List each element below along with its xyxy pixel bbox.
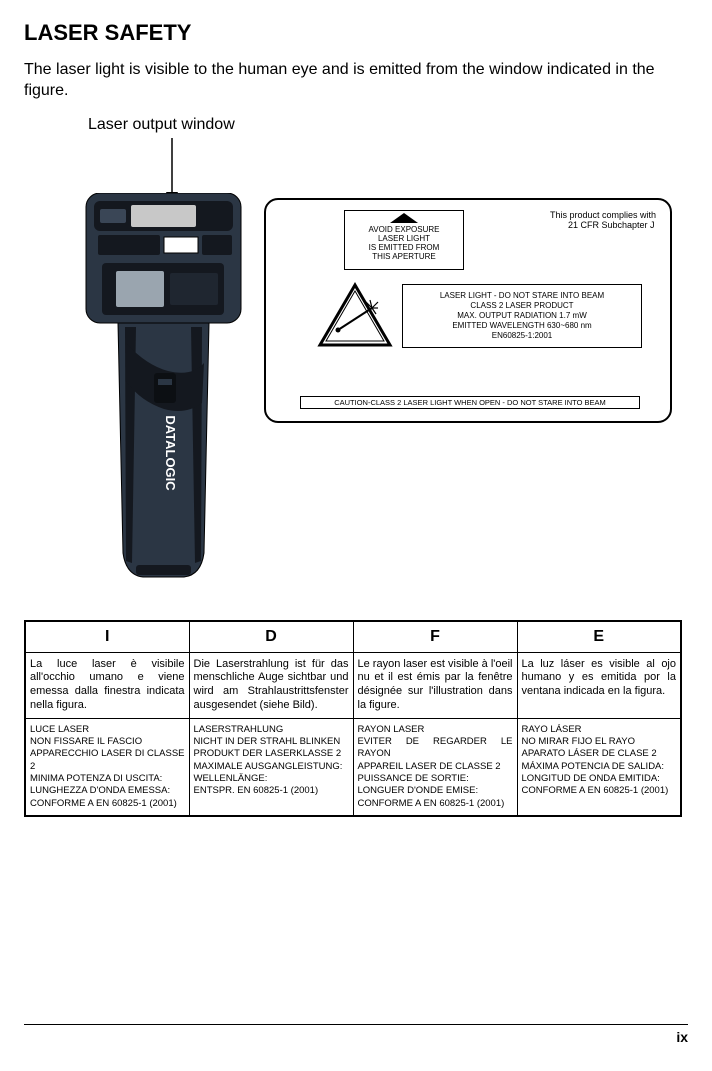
aperture-line4: THIS APERTURE bbox=[345, 252, 463, 261]
table-header-row: I D F E bbox=[25, 621, 681, 653]
cell-i-desc: La luce laser è visibile all'occhio uman… bbox=[25, 652, 189, 718]
aperture-line3: IS EMITTED FROM bbox=[345, 243, 463, 252]
caution-bar: CAUTION-CLASS 2 LASER LIGHT WHEN OPEN - … bbox=[300, 396, 640, 409]
cell-e-spec: RAYO LÁSERNO MIRAR FIJO EL RAYOAPARATO L… bbox=[517, 718, 681, 816]
laser-info-box: LASER LIGHT - DO NOT STARE INTO BEAM CLA… bbox=[402, 284, 642, 348]
figure-area: DATALOGIC This product complies with 21 … bbox=[24, 138, 684, 588]
aperture-line2: LASER LIGHT bbox=[345, 234, 463, 243]
aperture-triangle-icon bbox=[390, 213, 418, 223]
laser-info-line5: EN60825-1:2001 bbox=[407, 331, 637, 341]
cell-i-spec: LUCE LASERNON FISSARE IL FASCIOAPPARECCH… bbox=[25, 718, 189, 816]
cell-f-spec: RAYON LASEREVITER DE REGARDER LE RAYONAP… bbox=[353, 718, 517, 816]
header-e: E bbox=[517, 621, 681, 653]
device-illustration: DATALOGIC bbox=[76, 193, 251, 583]
table-row: La luce laser è visibile all'occhio uman… bbox=[25, 652, 681, 718]
compliance-line1: This product complies with bbox=[550, 210, 656, 220]
cell-e-desc: La luz láser es visible al ojo humano y … bbox=[517, 652, 681, 718]
header-f: F bbox=[353, 621, 517, 653]
laser-info-line2: CLASS 2 LASER PRODUCT bbox=[407, 301, 637, 311]
aperture-line1: AVOID EXPOSURE bbox=[345, 225, 463, 234]
laser-hazard-icon bbox=[316, 282, 394, 350]
laser-info-line1: LASER LIGHT - DO NOT STARE INTO BEAM bbox=[407, 291, 637, 301]
svg-text:DATALOGIC: DATALOGIC bbox=[163, 415, 178, 491]
page-footer: ix bbox=[24, 1024, 688, 1045]
aperture-warning-box: AVOID EXPOSURE LASER LIGHT IS EMITTED FR… bbox=[344, 210, 464, 270]
compliance-text: This product complies with 21 CFR Subcha… bbox=[550, 210, 656, 232]
cell-f-desc: Le rayon laser est visible à l'oeil nu e… bbox=[353, 652, 517, 718]
laser-info-line4: EMITTED WAVELENGTH 630~680 nm bbox=[407, 321, 637, 331]
header-i: I bbox=[25, 621, 189, 653]
multilingual-table: I D F E La luce laser è visibile all'occ… bbox=[24, 620, 682, 817]
page-title: LASER SAFETY bbox=[24, 20, 688, 46]
cell-d-desc: Die Laserstrahlung ist für das menschlic… bbox=[189, 652, 353, 718]
hazard-row: LASER LIGHT - DO NOT STARE INTO BEAM CLA… bbox=[316, 282, 642, 350]
header-d: D bbox=[189, 621, 353, 653]
page-number: ix bbox=[676, 1029, 688, 1045]
table-row: LUCE LASERNON FISSARE IL FASCIOAPPARECCH… bbox=[25, 718, 681, 816]
cell-d-spec: LASERSTRAHLUNGNICHT IN DER STRAHL BLINKE… bbox=[189, 718, 353, 816]
laser-info-line3: MAX. OUTPUT RADIATION 1.7 mW bbox=[407, 311, 637, 321]
compliance-line2: 21 CFR Subchapter J bbox=[568, 220, 655, 230]
figure-caption: Laser output window bbox=[88, 116, 688, 134]
safety-label-panel: This product complies with 21 CFR Subcha… bbox=[264, 198, 672, 423]
intro-text: The laser light is visible to the human … bbox=[24, 60, 688, 102]
